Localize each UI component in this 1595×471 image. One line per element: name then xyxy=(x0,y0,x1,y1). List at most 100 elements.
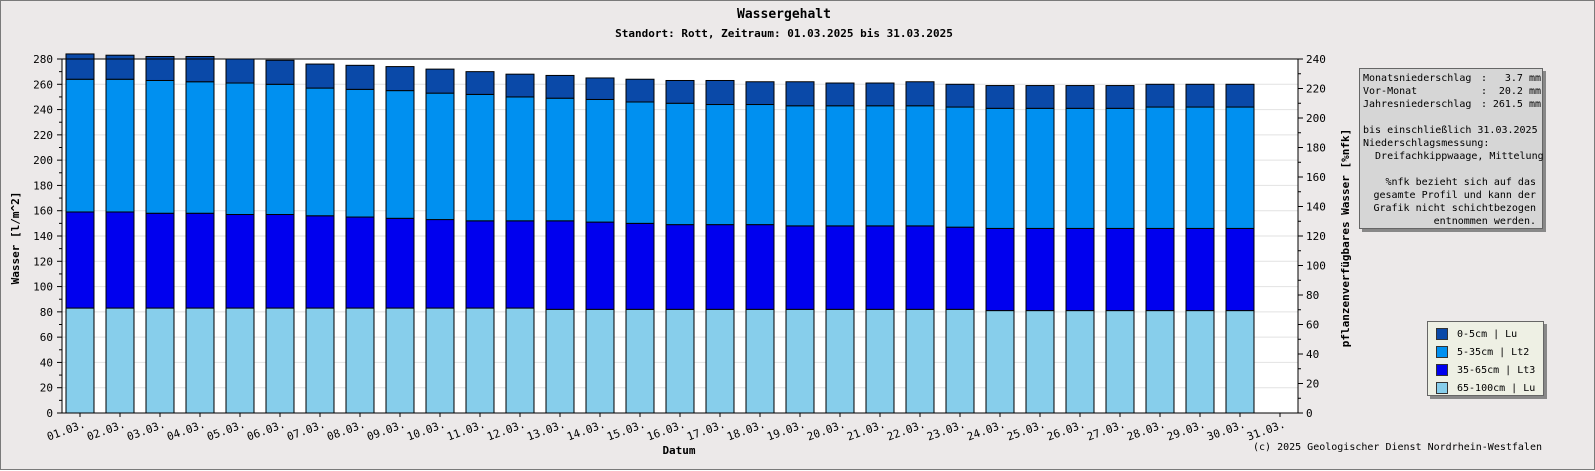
bar-segment xyxy=(425,68,455,94)
bar-segment xyxy=(1185,106,1215,229)
bar-segment xyxy=(465,220,495,309)
bar-segment xyxy=(1225,227,1255,312)
info-line: bis einschließlich 31.03.2025 xyxy=(1363,125,1538,136)
info-colon: : xyxy=(1481,73,1488,84)
x-tick-label: 31.03. xyxy=(1245,418,1287,444)
info-note-line: %nfk bezieht sich auf das xyxy=(1385,177,1536,188)
bar-segment xyxy=(945,83,975,108)
bar-segment xyxy=(905,308,935,414)
bar-segment xyxy=(105,78,135,213)
x-tick-label: 14.03. xyxy=(565,418,607,444)
bar-segment xyxy=(665,102,695,226)
legend-swatch xyxy=(1436,364,1448,376)
info-value: 20.2 mm xyxy=(1498,86,1541,97)
bar-segment xyxy=(465,307,495,414)
bar-segment xyxy=(985,310,1015,414)
y2-tick-label: 40 xyxy=(1306,348,1319,361)
bar-segment xyxy=(1025,227,1055,312)
y2-tick-label: 220 xyxy=(1306,83,1326,96)
x-tick-label: 15.03. xyxy=(605,418,647,444)
y-tick-label: 260 xyxy=(33,78,53,91)
bar-segment xyxy=(1025,107,1055,229)
bar-segment xyxy=(145,307,175,414)
y-tick-label: 200 xyxy=(33,154,53,167)
bar-segment xyxy=(945,308,975,414)
y2-tick-label: 200 xyxy=(1306,112,1326,125)
bar-segment xyxy=(785,308,815,414)
legend-label: 65-100cm | Lu xyxy=(1457,382,1536,394)
x-tick-label: 08.03. xyxy=(325,418,367,444)
y2-tick-label: 140 xyxy=(1306,201,1326,214)
legend-label: 35-65cm | Lt3 xyxy=(1457,364,1536,376)
bar-segment xyxy=(345,88,375,218)
chart-subtitle: Standort: Rott, Zeitraum: 01.03.2025 bis… xyxy=(615,27,953,40)
bar-segment xyxy=(705,79,735,106)
x-tick-label: 13.03. xyxy=(525,418,567,444)
y-axis-label: Wasser [l/m^2] xyxy=(9,192,22,285)
y2-tick-label: 120 xyxy=(1306,230,1326,243)
x-tick-label: 20.03. xyxy=(805,418,847,444)
legend-swatch xyxy=(1436,346,1448,358)
bar-segment xyxy=(265,83,295,216)
x-tick-label: 03.03. xyxy=(125,418,167,444)
y-tick-label: 220 xyxy=(33,129,53,142)
bar-segment xyxy=(385,66,415,92)
bar-segment xyxy=(825,308,855,414)
info-value: 3.7 mm xyxy=(1504,73,1541,84)
bar-segment xyxy=(185,55,215,83)
bar-segment xyxy=(385,90,415,219)
bar-segment xyxy=(1065,85,1095,109)
bar-segment xyxy=(505,307,535,414)
bar-segment xyxy=(585,77,615,100)
y-tick-label: 120 xyxy=(33,255,53,268)
x-tick-label: 05.03. xyxy=(205,418,247,444)
legend: 0-5cm | Lu 5-35cm | Lt2 35-65cm | Lt3 65-10… xyxy=(1427,321,1544,396)
bar-segment xyxy=(105,307,135,414)
y2-tick-label: 240 xyxy=(1306,53,1326,66)
bar-segment xyxy=(225,58,255,84)
x-tick-label: 02.03. xyxy=(85,418,127,444)
x-tick-label: 01.03. xyxy=(45,418,87,444)
bar-segment xyxy=(1105,310,1135,414)
bar-segment xyxy=(1145,106,1175,229)
x-tick-label: 16.03. xyxy=(645,418,687,444)
y2-tick-label: 80 xyxy=(1306,289,1319,302)
x-axis-label: Datum xyxy=(662,444,695,457)
y-tick-label: 160 xyxy=(33,205,53,218)
bar-segment xyxy=(625,308,655,414)
x-tick-label: 04.03. xyxy=(165,418,207,444)
bar-segment xyxy=(745,308,775,414)
bar-segment xyxy=(825,82,855,107)
x-tick-label: 19.03. xyxy=(765,418,807,444)
bar-segment xyxy=(1225,83,1255,108)
y2-tick-label: 100 xyxy=(1306,260,1326,273)
x-tick-label: 17.03. xyxy=(685,418,727,444)
bar-segment xyxy=(1065,107,1095,229)
bar-segment xyxy=(65,211,95,309)
y-tick-label: 80 xyxy=(40,306,53,319)
info-note-line: gesamte Profil und kann der xyxy=(1373,190,1536,201)
legend-swatch xyxy=(1436,382,1448,394)
info-note-line: Grafik nicht schichtbezogen xyxy=(1373,203,1536,214)
x-tick-label: 28.03. xyxy=(1125,418,1167,444)
x-tick-label: 21.03. xyxy=(845,418,887,444)
y-tick-label: 140 xyxy=(33,230,53,243)
bars xyxy=(65,53,1255,414)
bar-segment xyxy=(825,225,855,310)
copyright-text: (c) 2025 Geologischer Dienst Nordrhein-W… xyxy=(1253,442,1542,453)
bar-segment xyxy=(905,225,935,310)
y-tick-label: 60 xyxy=(40,331,53,344)
bar-segment xyxy=(705,308,735,414)
bar-segment xyxy=(545,97,575,222)
bar-segment xyxy=(265,214,295,309)
bar-segment xyxy=(185,307,215,414)
bar-segment xyxy=(425,92,455,221)
bar-segment xyxy=(625,101,655,224)
bar-segment xyxy=(865,225,895,310)
x-tick-label: 12.03. xyxy=(485,418,527,444)
bar-segment xyxy=(825,105,855,227)
x-tick-label: 07.03. xyxy=(285,418,327,444)
bar-segment xyxy=(385,307,415,414)
